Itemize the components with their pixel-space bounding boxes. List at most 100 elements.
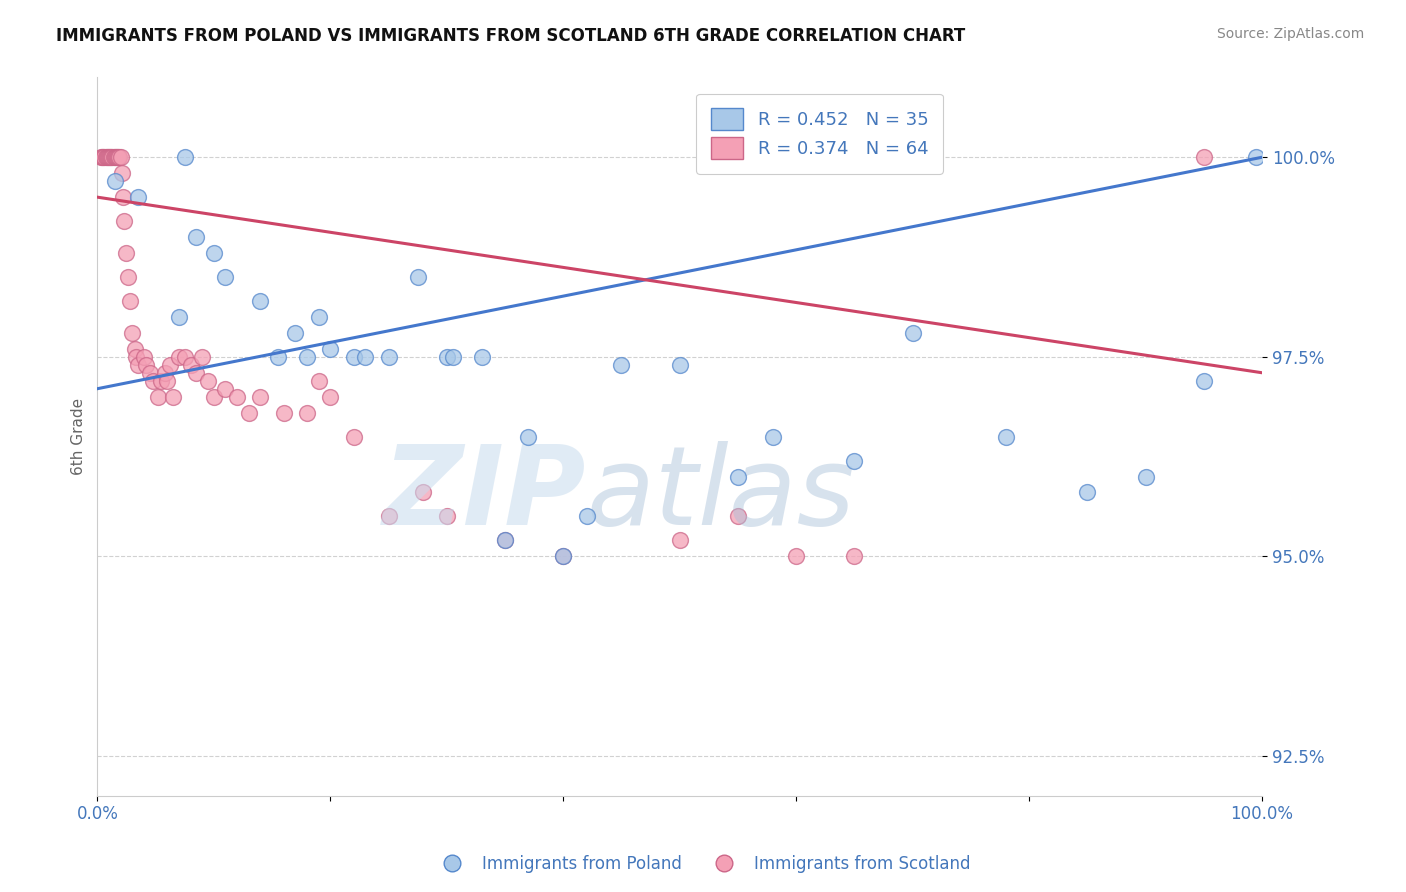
Text: atlas: atlas bbox=[586, 441, 855, 548]
Point bbox=[117, 270, 139, 285]
Point bbox=[308, 310, 330, 324]
Point bbox=[104, 174, 127, 188]
Legend: R = 0.452   N = 35, R = 0.374   N = 64: R = 0.452 N = 35, R = 0.374 N = 64 bbox=[696, 94, 943, 174]
Point bbox=[517, 429, 540, 443]
Point bbox=[249, 390, 271, 404]
Point bbox=[319, 342, 342, 356]
Point bbox=[238, 406, 260, 420]
Point bbox=[124, 342, 146, 356]
Point bbox=[214, 270, 236, 285]
Point bbox=[103, 150, 125, 164]
Point bbox=[762, 429, 785, 443]
Point bbox=[844, 549, 866, 564]
Point bbox=[167, 310, 190, 324]
Point bbox=[197, 374, 219, 388]
Point bbox=[98, 150, 121, 164]
Point bbox=[146, 390, 169, 404]
Point bbox=[173, 150, 195, 164]
Point bbox=[668, 533, 690, 548]
Legend: Immigrants from Poland, Immigrants from Scotland: Immigrants from Poland, Immigrants from … bbox=[429, 848, 977, 880]
Point bbox=[191, 350, 214, 364]
Y-axis label: 6th Grade: 6th Grade bbox=[72, 398, 86, 475]
Point bbox=[342, 350, 364, 364]
Point bbox=[295, 406, 318, 420]
Point bbox=[553, 549, 575, 564]
Point bbox=[575, 509, 598, 524]
Point bbox=[150, 374, 173, 388]
Point bbox=[127, 358, 149, 372]
Point bbox=[284, 326, 307, 340]
Point bbox=[436, 350, 458, 364]
Point bbox=[111, 190, 134, 204]
Point bbox=[105, 150, 128, 164]
Point bbox=[494, 533, 516, 548]
Point bbox=[377, 509, 399, 524]
Point bbox=[127, 190, 149, 204]
Point bbox=[107, 150, 129, 164]
Point bbox=[186, 230, 208, 244]
Point bbox=[1076, 485, 1098, 500]
Point bbox=[104, 150, 127, 164]
Point bbox=[167, 350, 190, 364]
Point bbox=[226, 390, 249, 404]
Point bbox=[110, 150, 132, 164]
Point bbox=[104, 150, 127, 164]
Point bbox=[901, 326, 924, 340]
Point bbox=[93, 150, 115, 164]
Point bbox=[844, 453, 866, 467]
Point bbox=[111, 166, 134, 180]
Point bbox=[115, 246, 138, 260]
Point bbox=[156, 374, 179, 388]
Point bbox=[610, 358, 633, 372]
Point bbox=[249, 293, 271, 308]
Point bbox=[94, 150, 117, 164]
Point bbox=[162, 390, 184, 404]
Point bbox=[471, 350, 494, 364]
Point bbox=[1135, 469, 1157, 483]
Point bbox=[91, 150, 114, 164]
Point bbox=[139, 366, 162, 380]
Point bbox=[90, 150, 112, 164]
Point bbox=[125, 350, 148, 364]
Text: ZIP: ZIP bbox=[382, 441, 586, 548]
Point bbox=[412, 485, 434, 500]
Point bbox=[494, 533, 516, 548]
Point bbox=[108, 150, 131, 164]
Point bbox=[112, 214, 135, 228]
Point bbox=[342, 429, 364, 443]
Point bbox=[202, 246, 225, 260]
Point bbox=[308, 374, 330, 388]
Point bbox=[121, 326, 143, 340]
Point bbox=[273, 406, 295, 420]
Point bbox=[118, 293, 141, 308]
Point bbox=[202, 390, 225, 404]
Point bbox=[135, 358, 157, 372]
Point bbox=[97, 150, 120, 164]
Point bbox=[91, 150, 114, 164]
Point bbox=[214, 382, 236, 396]
Point bbox=[727, 469, 749, 483]
Point bbox=[727, 509, 749, 524]
Point bbox=[142, 374, 165, 388]
Point bbox=[441, 350, 464, 364]
Point bbox=[159, 358, 181, 372]
Point bbox=[173, 350, 195, 364]
Point bbox=[96, 150, 118, 164]
Point bbox=[377, 350, 399, 364]
Point bbox=[436, 509, 458, 524]
Point bbox=[267, 350, 290, 364]
Point bbox=[180, 358, 202, 372]
Point bbox=[668, 358, 690, 372]
Text: Source: ZipAtlas.com: Source: ZipAtlas.com bbox=[1216, 27, 1364, 41]
Point bbox=[553, 549, 575, 564]
Point bbox=[295, 350, 318, 364]
Point bbox=[98, 150, 121, 164]
Point bbox=[354, 350, 377, 364]
Point bbox=[1244, 150, 1267, 164]
Point bbox=[785, 549, 807, 564]
Point bbox=[994, 429, 1017, 443]
Point bbox=[319, 390, 342, 404]
Point bbox=[101, 150, 124, 164]
Point bbox=[406, 270, 429, 285]
Point bbox=[1192, 150, 1215, 164]
